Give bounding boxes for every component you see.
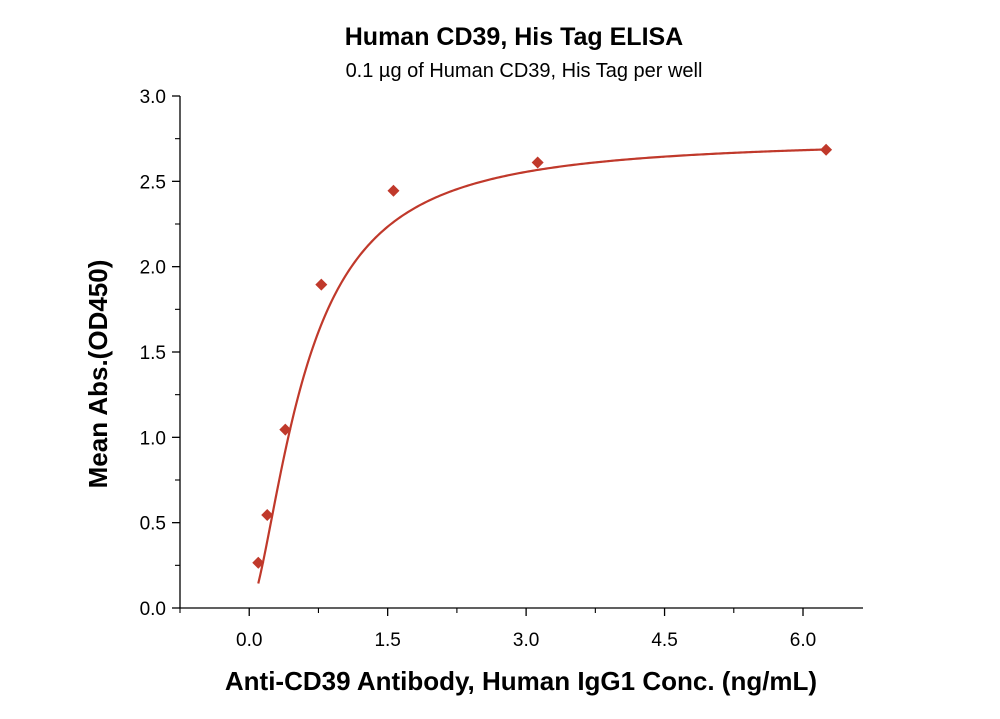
x-tick-label: 0.0 bbox=[236, 630, 262, 651]
data-point bbox=[531, 156, 544, 169]
y-tick-label: 3.0 bbox=[140, 87, 166, 108]
chart-title: Human CD39, His Tag ELISA bbox=[345, 23, 684, 51]
x-tick-label: 3.0 bbox=[513, 630, 539, 651]
data-points bbox=[252, 143, 833, 569]
data-point bbox=[279, 423, 292, 436]
y-axis-label: Mean Abs.(OD450) bbox=[83, 260, 113, 489]
fit-curve-layer bbox=[257, 148, 827, 584]
x-tick-label: 1.5 bbox=[374, 630, 400, 651]
x-tick-label: 6.0 bbox=[790, 630, 816, 651]
axes: 0.0 0.5 1.0 1.5 2.0 2.5 3.0 0.0 1.5 3.0 4.5 6.0 bbox=[140, 87, 863, 651]
data-point bbox=[252, 556, 265, 569]
data-point bbox=[261, 508, 274, 521]
data-point bbox=[315, 278, 328, 291]
x-tick-label: 4.5 bbox=[651, 630, 677, 651]
y-tick-label: 2.0 bbox=[140, 258, 166, 279]
x-axis-label: Anti-CD39 Antibody, Human IgG1 Conc. (ng… bbox=[225, 666, 817, 696]
y-tick-label: 1.0 bbox=[140, 428, 166, 449]
y-tick-label: 0.0 bbox=[140, 599, 166, 620]
y-tick-label: 0.5 bbox=[140, 514, 166, 535]
fit-curve bbox=[257, 148, 827, 584]
chart-subtitle: 0.1 µg of Human CD39, His Tag per well bbox=[346, 60, 703, 82]
data-point bbox=[387, 184, 400, 197]
data-point bbox=[820, 143, 833, 156]
y-tick-label: 2.5 bbox=[140, 172, 166, 193]
y-tick-label: 1.5 bbox=[140, 343, 166, 364]
